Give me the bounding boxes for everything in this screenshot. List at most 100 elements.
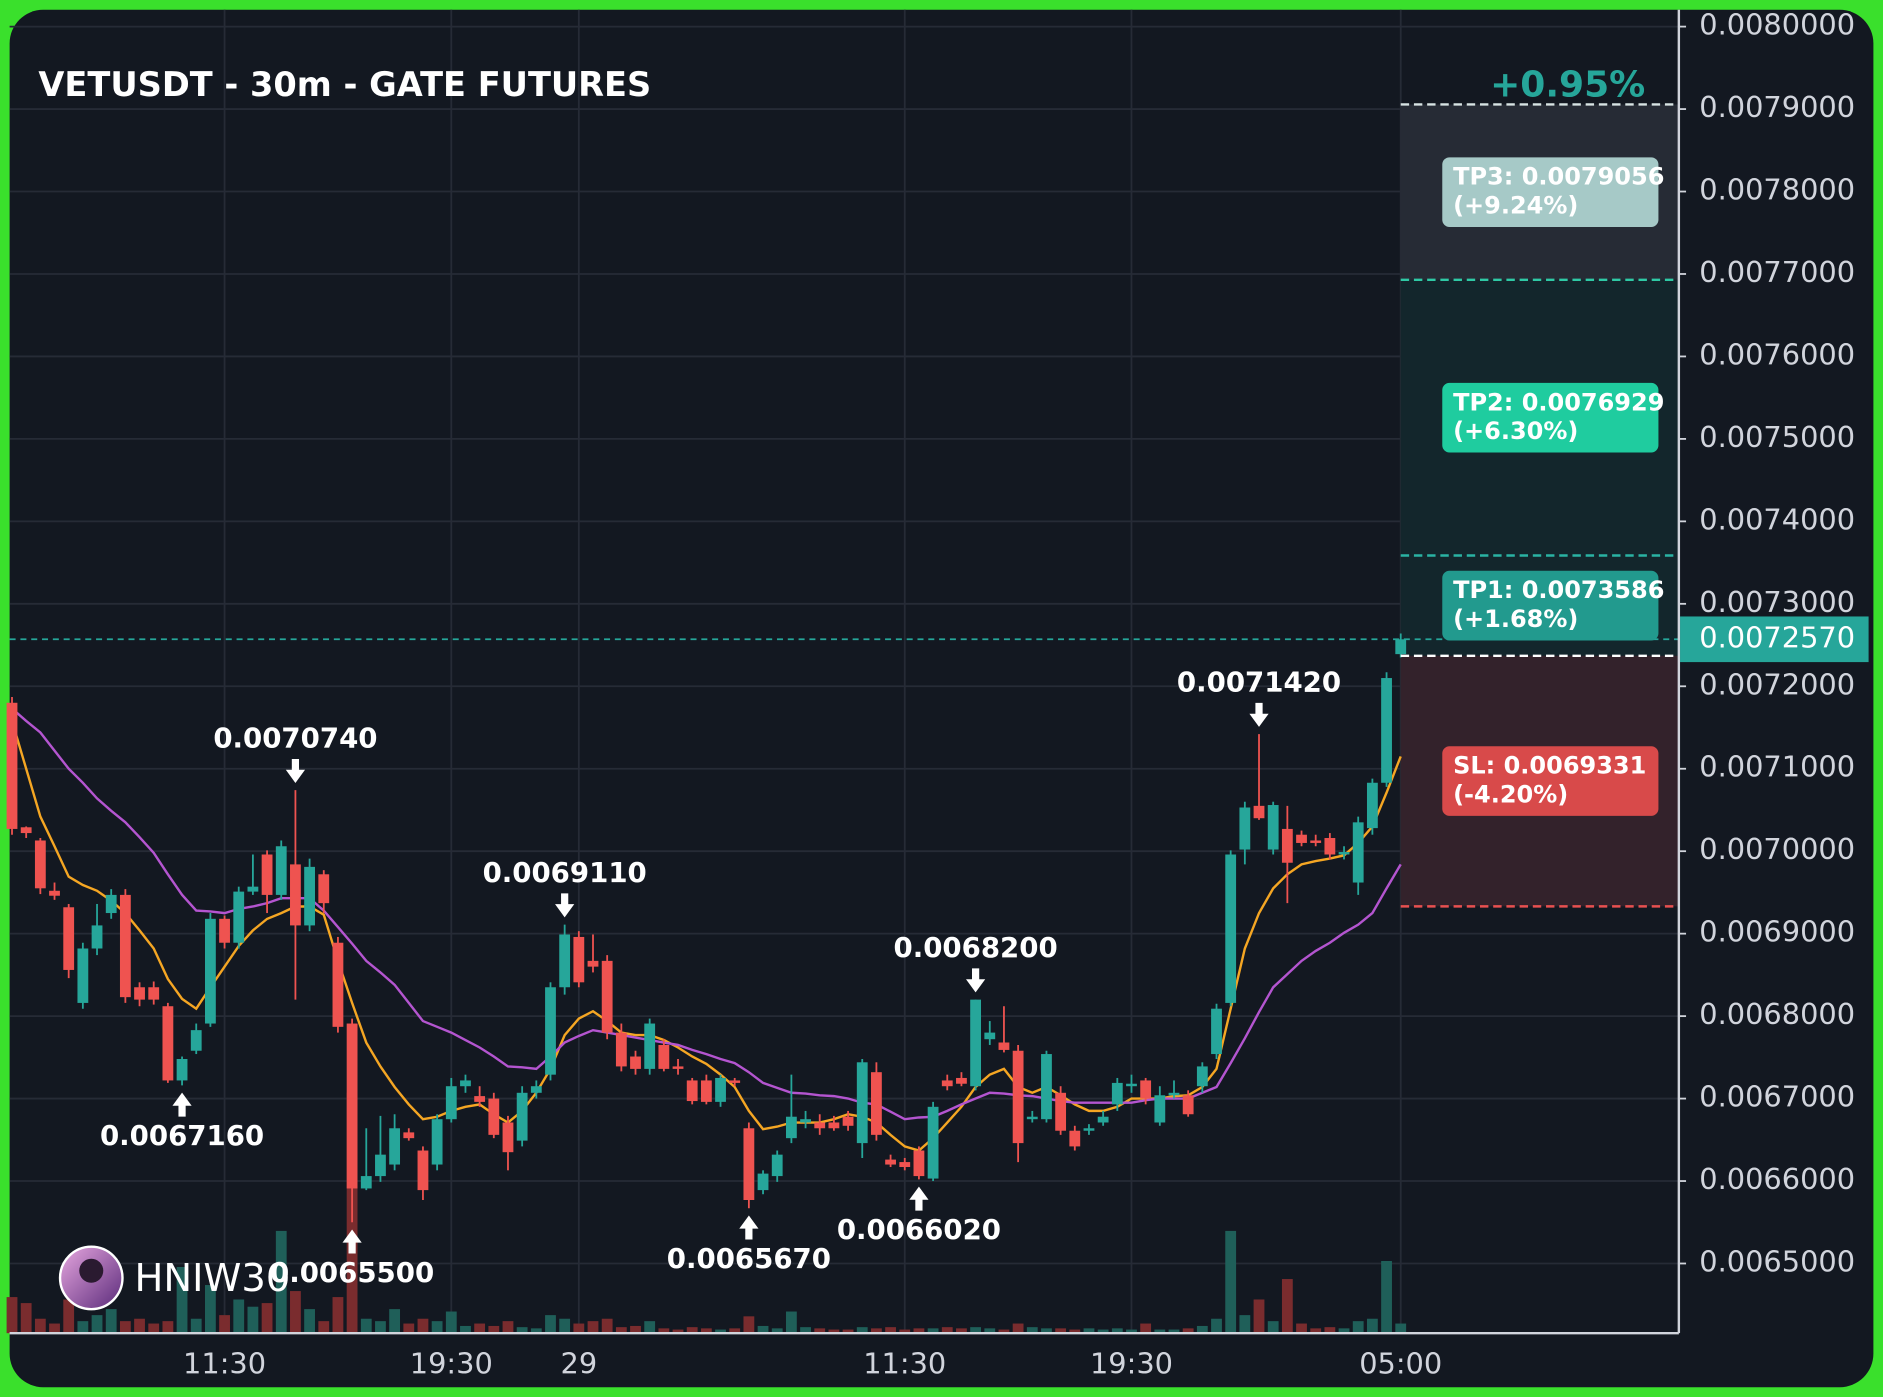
candle-body [119,894,131,998]
volume-bar [162,1321,174,1334]
candle-body [1366,782,1378,829]
volume-bar [573,1323,585,1334]
candle-body [1338,852,1350,855]
candle-body [601,960,613,1033]
volume-bar [956,1328,967,1334]
level-box [1442,746,1659,816]
candle-body [204,918,216,1024]
y-tick-label: 0.0066000 [1699,1162,1855,1196]
volume-bar [1225,1230,1237,1334]
candle-body [417,1150,429,1191]
level-box [1442,382,1659,453]
candle-body [856,1062,868,1144]
candle-body [1083,1128,1095,1131]
watermark: HNIW30 [135,1256,291,1301]
candle-body [1097,1116,1109,1123]
trade-change: +0.95% [1490,65,1645,106]
volume-bar [856,1327,868,1334]
volume-bar [1296,1323,1307,1334]
candle-body [757,1173,769,1191]
volume-bar [771,1328,783,1334]
candle-body [1140,1080,1152,1099]
volume-bar [814,1328,826,1334]
volume-bar [1366,1318,1378,1334]
volume-bar [1352,1321,1364,1334]
candle-body [1253,805,1265,819]
annotation-label: 0.0070740 [213,722,377,755]
candle-body [615,1032,627,1067]
candle-body [403,1132,415,1139]
candle-body [91,925,103,949]
candle-body [1055,1092,1067,1131]
volume-bar [757,1325,769,1334]
volume-bar [1083,1328,1095,1334]
volume-bar [1324,1327,1336,1334]
volume-bar [275,1230,287,1334]
candle-body [800,1119,811,1123]
y-tick-label: 0.0078000 [1699,173,1855,207]
volume-bar [431,1321,443,1334]
candle-body [1026,1116,1038,1120]
candle-body [77,948,89,1003]
candle-body [743,1128,755,1201]
volume-bar [1168,1329,1180,1334]
candle-body [545,987,556,1075]
volume-bar [828,1329,840,1334]
candle-body [105,894,117,914]
volume-bar [190,1318,202,1334]
candle-body [715,1077,726,1102]
candle-body [913,1150,925,1177]
candle-body [700,1080,712,1102]
volume-bar [630,1325,641,1334]
candle-body [1069,1130,1081,1147]
volume-bar [445,1311,457,1334]
candle-body [318,874,330,904]
candle-body [63,907,75,970]
volume-bar [615,1327,627,1334]
candle-body [1196,1066,1208,1087]
candle-body [899,1162,911,1168]
volume-bar [176,1267,188,1334]
x-tick-label: 29 [560,1347,597,1381]
volume-bar [502,1321,514,1334]
y-tick-label: 0.0065000 [1699,1244,1855,1278]
candle-body [134,987,145,1000]
annotation-arrow [965,968,986,993]
candle-body [1296,834,1307,843]
candle-body [771,1154,783,1177]
volume-bar [1211,1318,1222,1334]
candle-body [474,1096,486,1102]
volume-bar [587,1321,599,1334]
y-tick-label: 0.0070000 [1699,832,1855,866]
volume-bar [1239,1315,1251,1334]
annotation-arrow [909,1186,929,1211]
candle-body [1012,1050,1024,1144]
volume-bar [105,1309,117,1334]
volume-bar [417,1318,429,1334]
candle-body [871,1072,882,1135]
level-change: (-4.20%) [1453,780,1568,808]
volume-bar [672,1329,684,1334]
candle-body [842,1116,854,1126]
candle-body [190,1030,202,1051]
y-tick-label: 0.0068000 [1699,997,1855,1031]
volume-bar [1154,1329,1166,1334]
candle-body [219,918,230,943]
volume-bar [998,1329,1010,1334]
annotation-label: 0.0071420 [1177,666,1341,699]
volume-bar [1012,1323,1024,1334]
candle-body [729,1080,741,1083]
candle-body [1381,678,1392,783]
candle-body [360,1176,372,1189]
volume-bar [729,1328,741,1334]
volume-bar [1069,1329,1081,1334]
candle-body [927,1106,939,1179]
candle-body [1267,805,1279,850]
volume-bar [1140,1323,1152,1334]
volume-bar [530,1328,542,1334]
volume-bar [1338,1328,1350,1334]
y-tick-label: 0.0080000 [1699,8,1855,42]
volume-bar [658,1328,670,1334]
volume-bar [77,1321,89,1334]
volume-bar [460,1325,471,1334]
